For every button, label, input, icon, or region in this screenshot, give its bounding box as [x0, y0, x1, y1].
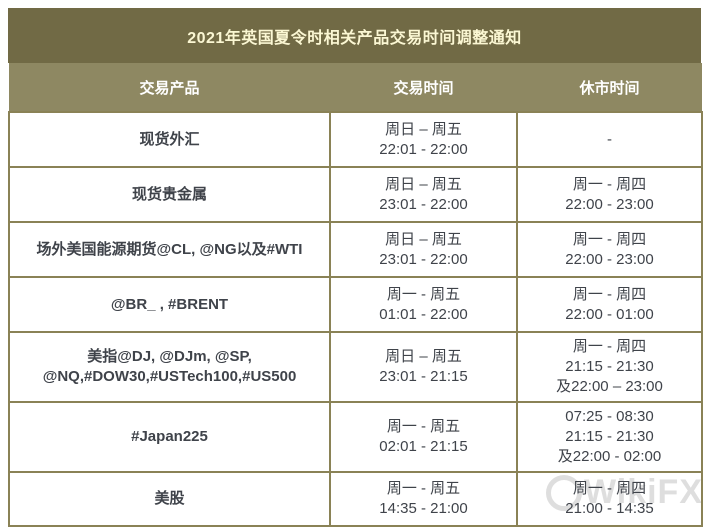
market-close-cell: 周一 - 周四 22:00 - 23:00 — [516, 221, 703, 278]
table-row: @BR_ , #BRENT 周一 - 周五 01:01 - 22:00 周一 - … — [8, 276, 703, 333]
trading-hours-table: 交易产品 交易时间 休市时间 现货外汇 周日 – 周五 22:01 - 22:00… — [8, 63, 703, 527]
column-header-product: 交易产品 — [9, 63, 330, 112]
product-cell: #Japan225 — [8, 401, 331, 473]
product-cell: 场外美国能源期货@CL, @NG以及#WTI — [8, 221, 331, 278]
product-cell: 美股 — [8, 471, 331, 527]
trading-hours-cell: 周日 – 周五 22:01 - 22:00 — [329, 111, 518, 168]
table-row: 现货贵金属 周日 – 周五 23:01 - 22:00 周一 - 周四 22:00 … — [8, 166, 703, 223]
trading-hours-cell: 周日 – 周五 23:01 - 22:00 — [329, 221, 518, 278]
column-header-close-time: 休市时间 — [517, 63, 702, 112]
page-title: 2021年英国夏令时相关产品交易时间调整通知 — [8, 8, 701, 63]
trading-hours-cell: 周日 – 周五 23:01 - 22:00 — [329, 166, 518, 223]
product-cell: 现货外汇 — [8, 111, 331, 168]
market-close-cell: - — [516, 111, 703, 168]
table-header: 交易产品 交易时间 休市时间 — [9, 63, 702, 112]
product-cell: 现货贵金属 — [8, 166, 331, 223]
market-close-cell: 周一 - 周四 21:00 - 14:35 — [516, 471, 703, 527]
column-header-trading-time: 交易时间 — [330, 63, 517, 112]
market-close-cell: 周一 - 周四 22:00 - 01:00 — [516, 276, 703, 333]
table-row: #Japan225 周一 - 周五 02:01 - 21:15 07:25 - 0… — [8, 401, 703, 473]
market-close-cell: 07:25 - 08:30 21:15 - 21:30 及22:00 - 02:00 — [516, 401, 703, 473]
table-body: 现货外汇 周日 – 周五 22:01 - 22:00 - 现货贵金属 周日 – 周… — [8, 111, 703, 527]
trading-hours-cell: 周一 - 周五 14:35 - 21:00 — [329, 471, 518, 527]
product-cell: 美指@DJ, @DJm, @SP, @NQ,#DOW30,#USTech100,#… — [8, 331, 331, 403]
table-row: 美指@DJ, @DJm, @SP, @NQ,#DOW30,#USTech100,#… — [8, 331, 703, 403]
table-row: 美股 周一 - 周五 14:35 - 21:00 周一 - 周四 21:00 - 1… — [8, 471, 703, 527]
trading-hours-cell: 周一 - 周五 01:01 - 22:00 — [329, 276, 518, 333]
product-cell: @BR_ , #BRENT — [8, 276, 331, 333]
table-row: 现货外汇 周日 – 周五 22:01 - 22:00 - — [8, 111, 703, 168]
trading-hours-cell: 周一 - 周五 02:01 - 21:15 — [329, 401, 518, 473]
market-close-cell: 周一 - 周四 21:15 - 21:30 及22:00 – 23:00 — [516, 331, 703, 403]
trading-hours-cell: 周日 – 周五 23:01 - 21:15 — [329, 331, 518, 403]
market-close-cell: 周一 - 周四 22:00 - 23:00 — [516, 166, 703, 223]
table-row: 场外美国能源期货@CL, @NG以及#WTI 周日 – 周五 23:01 - 22… — [8, 221, 703, 278]
